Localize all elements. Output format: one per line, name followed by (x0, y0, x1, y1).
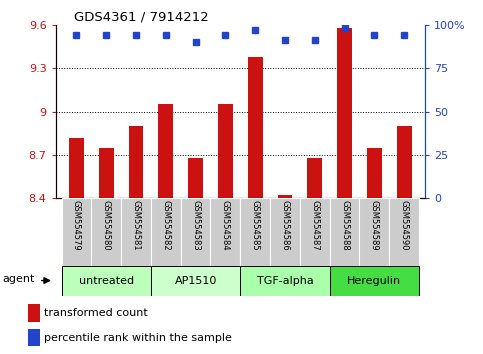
Text: GSM554580: GSM554580 (102, 200, 111, 251)
Bar (151, 198, 181, 266)
Text: GSM554587: GSM554587 (310, 200, 319, 251)
Text: GSM554579: GSM554579 (72, 200, 81, 251)
Bar (241, 266, 330, 296)
Text: GDS4361 / 7914212: GDS4361 / 7914212 (74, 11, 209, 24)
Bar (307, 158, 322, 198)
Bar (248, 57, 263, 198)
Text: AP1510: AP1510 (174, 275, 217, 286)
Text: percentile rank within the sample: percentile rank within the sample (44, 333, 232, 343)
Bar (241, 198, 270, 266)
Bar (69, 137, 84, 198)
Text: untreated: untreated (79, 275, 134, 286)
Bar (91, 198, 121, 266)
Bar (278, 195, 292, 198)
Bar (211, 198, 241, 266)
Text: GSM554584: GSM554584 (221, 200, 230, 251)
Bar (270, 198, 300, 266)
Text: TGF-alpha: TGF-alpha (256, 275, 313, 286)
Bar (28, 304, 40, 322)
Text: agent: agent (3, 274, 35, 284)
Text: Heregulin: Heregulin (347, 275, 401, 286)
Bar (300, 198, 330, 266)
Bar (61, 266, 151, 296)
Text: GSM554590: GSM554590 (399, 200, 409, 251)
Bar (359, 198, 389, 266)
Bar (181, 198, 211, 266)
Bar (389, 198, 419, 266)
Bar (337, 28, 352, 198)
Text: GSM554581: GSM554581 (131, 200, 141, 251)
Bar (61, 198, 91, 266)
Text: transformed count: transformed count (44, 308, 148, 318)
Bar (188, 158, 203, 198)
Bar (128, 126, 143, 198)
Bar (367, 148, 382, 198)
Text: GSM554585: GSM554585 (251, 200, 260, 251)
Text: GSM554586: GSM554586 (281, 200, 289, 251)
Text: GSM554588: GSM554588 (340, 200, 349, 251)
Bar (330, 198, 359, 266)
Text: GSM554583: GSM554583 (191, 200, 200, 251)
Bar (121, 198, 151, 266)
Bar (397, 126, 412, 198)
Bar (151, 266, 241, 296)
Bar (28, 329, 40, 347)
Bar (330, 266, 419, 296)
Text: GSM554582: GSM554582 (161, 200, 170, 251)
Bar (99, 148, 114, 198)
Bar (158, 104, 173, 198)
Bar (218, 104, 233, 198)
Text: GSM554589: GSM554589 (370, 200, 379, 251)
